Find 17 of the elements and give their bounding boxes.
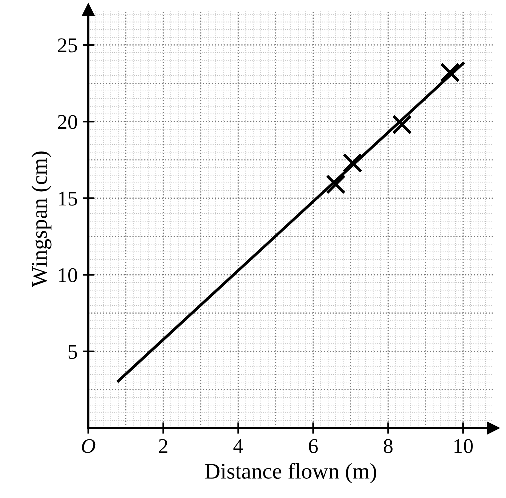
- x-tick-label: 4: [234, 439, 244, 454]
- y-tick-label: 5: [68, 345, 78, 360]
- point: [392, 114, 412, 135]
- x-tick-label: 6: [309, 439, 318, 454]
- point: [440, 62, 460, 83]
- y-tick-label: 25: [58, 38, 78, 53]
- y-tick-label: 20: [58, 115, 78, 130]
- x-tick-label: 10: [454, 439, 473, 454]
- x-tick-label: 8: [384, 439, 393, 454]
- x-tick-label: O: [82, 439, 96, 454]
- x-tick-label: 2: [159, 439, 168, 454]
- y-axis-title: Wingspan (cm): [32, 152, 52, 288]
- x-axis-title: Distance flown (m): [205, 463, 376, 484]
- y-tick-label: 15: [59, 192, 78, 206]
- point: [326, 174, 346, 195]
- point: [342, 153, 363, 174]
- y-tick-label: 10: [59, 268, 78, 282]
